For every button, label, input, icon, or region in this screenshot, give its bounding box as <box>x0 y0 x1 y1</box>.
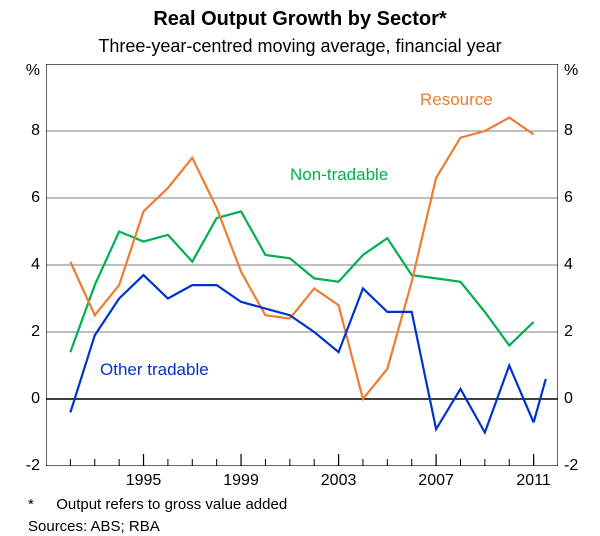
x-tick: 1999 <box>223 472 259 490</box>
label-other-tradable: Other tradable <box>100 360 209 380</box>
chart-subtitle: Three-year-centred moving average, finan… <box>0 36 600 57</box>
chart-container: Real Output Growth by Sector* Three-year… <box>0 0 600 536</box>
y-tick-left: 2 <box>31 323 40 341</box>
y-unit-left: % <box>26 62 40 80</box>
series-resource <box>70 118 533 399</box>
y-tick-right: 8 <box>564 122 573 140</box>
series-other-tradable-tail <box>534 379 546 423</box>
y-tick-right: 4 <box>564 256 573 274</box>
footnote-marker: * <box>28 496 34 513</box>
y-tick-left: 8 <box>31 122 40 140</box>
x-tick: 1995 <box>126 472 162 490</box>
y-tick-right: 2 <box>564 323 573 341</box>
label-resource: Resource <box>420 90 493 110</box>
series-other-tradable <box>70 275 533 432</box>
y-tick-right: 0 <box>564 390 573 408</box>
label-non-tradable: Non-tradable <box>290 165 388 185</box>
chart-title: Real Output Growth by Sector* <box>0 8 600 31</box>
y-tick-left: 4 <box>31 256 40 274</box>
y-tick-left: 0 <box>31 390 40 408</box>
y-tick-right: 6 <box>564 189 573 207</box>
x-tick: 2011 <box>516 472 550 490</box>
sources: Sources: ABS; RBA <box>28 518 160 535</box>
footnote: * Output refers to gross value added <box>28 496 287 513</box>
y-tick-left: -2 <box>26 457 40 475</box>
y-unit-right: % <box>564 62 578 80</box>
x-tick: 2007 <box>418 472 454 490</box>
x-tick: 2003 <box>321 472 357 490</box>
footnote-text: Output refers to gross value added <box>56 496 287 513</box>
plot-svg <box>46 64 558 466</box>
plot-area <box>46 64 558 466</box>
series-non-tradable <box>70 211 533 352</box>
y-tick-left: 6 <box>31 189 40 207</box>
y-tick-right: -2 <box>564 457 578 475</box>
